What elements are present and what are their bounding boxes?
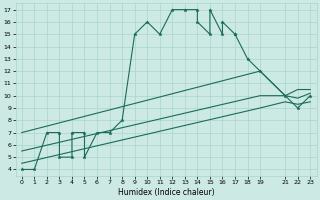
X-axis label: Humidex (Indice chaleur): Humidex (Indice chaleur) <box>118 188 214 197</box>
